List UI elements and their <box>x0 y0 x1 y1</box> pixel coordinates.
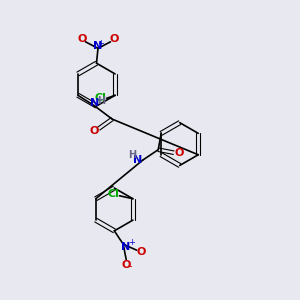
Text: H: H <box>97 96 105 106</box>
Text: O: O <box>137 247 146 256</box>
Text: N: N <box>90 98 100 108</box>
Text: +: + <box>128 238 135 247</box>
Text: O: O <box>122 260 131 270</box>
Text: Cl: Cl <box>94 93 106 103</box>
Text: -: - <box>129 261 132 271</box>
Text: O: O <box>77 34 87 44</box>
Text: H: H <box>128 150 136 160</box>
Text: Cl: Cl <box>108 189 119 199</box>
Text: O: O <box>90 126 99 136</box>
Text: O: O <box>109 34 119 44</box>
Text: N: N <box>133 154 142 164</box>
Text: N: N <box>121 242 130 252</box>
Text: N: N <box>93 41 103 51</box>
Text: +: + <box>98 38 104 47</box>
Text: O: O <box>174 148 184 158</box>
